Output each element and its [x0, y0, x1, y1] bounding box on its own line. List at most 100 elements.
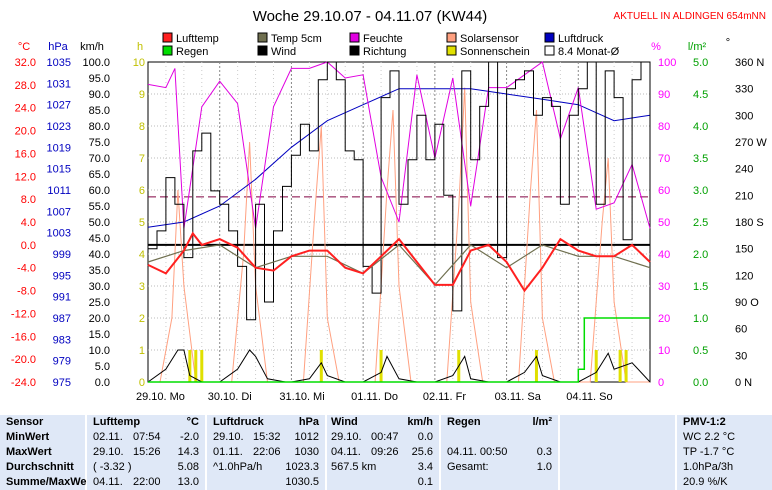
sunshine-bar	[194, 350, 198, 382]
tick-kmh: 80.0	[89, 121, 110, 133]
legend-swatch	[162, 45, 173, 56]
tick-direction: 120	[735, 270, 753, 282]
legend: Lufttemp Temp 5cm Feuchte Solarsensor Luftdr…	[162, 32, 620, 58]
tick-kmh: 100.0	[82, 57, 110, 69]
axis-labels: 32.028.024.020.016.012.08.04.00.0-4.0-8.…	[11, 57, 767, 403]
tick-direction: 150	[735, 244, 753, 256]
tick-rain: 2.0	[693, 249, 708, 261]
tick-direction: 30	[735, 350, 747, 362]
tick-hpa: 1027	[47, 100, 71, 112]
unit-hpa: hPa	[48, 41, 68, 53]
tick-hours: 9	[139, 89, 145, 101]
legend-label: Feuchte	[363, 33, 403, 45]
stats-sensor: Sensor MinWert MaxWert Durchschnitt Summ…	[0, 415, 94, 490]
tick-hours: 1	[139, 345, 145, 357]
tick-celsius: 32.0	[15, 57, 36, 69]
tick-hpa: 1019	[47, 142, 71, 154]
unit-celsius: °C	[18, 41, 30, 53]
tick-hpa: 987	[53, 313, 71, 325]
tick-hpa: 1023	[47, 121, 71, 133]
tick-day: 31.10. Mi	[279, 391, 324, 403]
tick-kmh: 55.0	[89, 201, 110, 213]
tick-kmh: 65.0	[89, 169, 110, 181]
tick-celsius: 28.0	[15, 80, 36, 92]
legend-swatch	[257, 45, 268, 56]
series-wind	[147, 349, 651, 383]
tick-kmh: 70.0	[89, 153, 110, 165]
legend-label: 8.4 Monat-Ø	[558, 46, 620, 58]
tick-hpa: 975	[53, 377, 71, 389]
tick-celsius: -24.0	[11, 377, 36, 389]
tick-percent: 10	[658, 345, 670, 357]
statistics-panel: Sensor MinWert MaxWert Durchschnitt Summ…	[0, 415, 772, 490]
tick-day: 01.11. Do	[351, 391, 398, 403]
tick-hpa: 1015	[47, 164, 71, 176]
legend-label: Temp 5cm	[271, 33, 322, 45]
tick-hpa: 983	[53, 334, 71, 346]
tick-rain: 5.0	[693, 57, 708, 69]
axis-units: °C hPa km/h h% l/m² °	[18, 37, 730, 53]
legend-label: Lufttemp	[176, 33, 219, 45]
tick-percent: 70	[658, 153, 670, 165]
legend-swatch	[446, 32, 457, 43]
tick-hpa: 1003	[47, 228, 71, 240]
tick-celsius: 12.0	[15, 171, 36, 183]
tick-hours: 7	[139, 153, 145, 165]
station-banner: AKTUELL IN ALDINGEN 654mNN	[614, 11, 766, 22]
unit-percent: %	[651, 41, 661, 53]
legend-swatch	[162, 32, 173, 43]
tick-hours: 10	[133, 57, 145, 69]
stats-sensor-title: Sensor	[6, 416, 44, 428]
tick-day: 29.10. Mo	[136, 391, 185, 403]
tick-hpa: 1035	[47, 57, 71, 69]
legend-label: Richtung	[363, 46, 406, 58]
tick-kmh: 95.0	[89, 73, 110, 85]
tick-kmh: 75.0	[89, 137, 110, 149]
sunshine-bar	[319, 350, 323, 382]
legend-label: Sonnenschein	[460, 46, 530, 58]
tick-celsius: -8.0	[17, 286, 36, 298]
tick-direction: 210	[735, 190, 753, 202]
tick-celsius: 4.0	[21, 217, 36, 229]
stats-luftdruck: Luftdruck hPa 29.10. 15:32 1012 01.11. 22:06…	[207, 415, 327, 490]
tick-day: 03.11. Sa	[495, 391, 542, 403]
tick-percent: 50	[658, 217, 670, 229]
tick-celsius: 0.0	[21, 240, 36, 252]
tick-kmh: 35.0	[89, 265, 110, 277]
tick-hours: 8	[139, 121, 145, 133]
tick-percent: 30	[658, 281, 670, 293]
tick-percent: 90	[658, 89, 670, 101]
tick-hours: 3	[139, 281, 145, 293]
tick-hpa: 995	[53, 270, 71, 282]
tick-kmh: 60.0	[89, 185, 110, 197]
tick-kmh: 20.0	[89, 313, 110, 325]
tick-direction: 300	[735, 110, 753, 122]
tick-percent: 0	[658, 377, 664, 389]
tick-direction: 360 N	[735, 57, 764, 69]
stats-wind: Wind km/h 29.10. 00:47 0.0 04.11. 09:26 25.6 …	[327, 415, 441, 490]
tick-kmh: 15.0	[89, 329, 110, 341]
tick-hpa: 979	[53, 356, 71, 368]
tick-kmh: 50.0	[89, 217, 110, 229]
tick-hpa: 991	[53, 292, 71, 304]
tick-day: 04.11. So	[566, 391, 612, 403]
legend-label: Luftdruck	[558, 33, 604, 45]
tick-kmh: 0.0	[95, 377, 110, 389]
unit-rain: l/m²	[688, 41, 707, 53]
plot-area	[147, 61, 651, 383]
tick-direction: 180 S	[735, 217, 764, 229]
tick-rain: 4.0	[693, 121, 708, 133]
tick-hpa: 1031	[47, 78, 71, 90]
tick-hours: 2	[139, 313, 145, 325]
sunshine-bar	[618, 350, 622, 382]
tick-percent: 60	[658, 185, 670, 197]
tick-hours: 6	[139, 185, 145, 197]
legend-label: Wind	[271, 46, 296, 58]
legend-swatch	[446, 45, 457, 56]
tick-hpa: 1007	[47, 206, 71, 218]
tick-celsius: 8.0	[21, 194, 36, 206]
chart-title: Woche 29.10.07 - 04.11.07 (KW44)	[253, 8, 488, 25]
tick-direction: 90 O	[735, 297, 759, 309]
tick-celsius: 24.0	[15, 103, 36, 115]
legend-label: Regen	[176, 46, 208, 58]
